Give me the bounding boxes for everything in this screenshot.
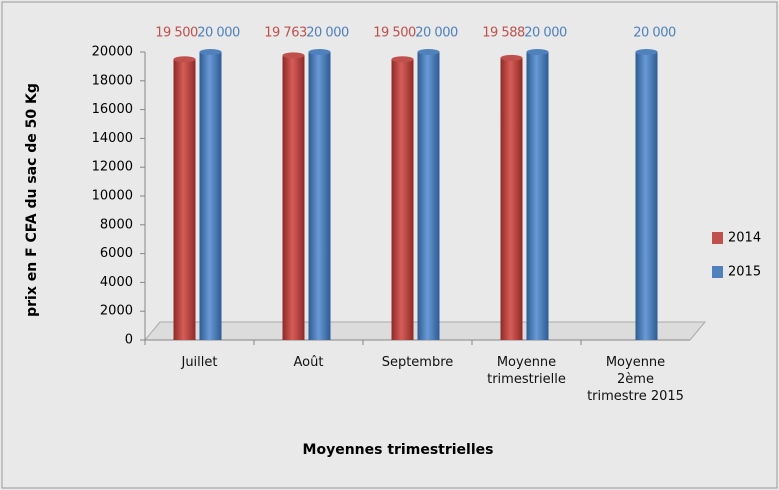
bar-top: [391, 56, 414, 63]
value-label: 20 000: [306, 26, 349, 41]
value-label: 19 588: [482, 26, 525, 41]
bar-top: [417, 49, 440, 55]
bar-top: [635, 49, 658, 55]
y-tick-label: 14000: [92, 131, 133, 146]
y-tick-label: 2000: [100, 304, 133, 319]
value-label: 19 763: [264, 26, 307, 41]
y-tick-label: 20000: [92, 45, 133, 60]
legend-label: 2015: [728, 265, 761, 280]
bar: [282, 55, 305, 340]
bar: [308, 52, 331, 340]
bar-top: [282, 52, 305, 59]
legend-label: 2014: [728, 231, 761, 246]
x-tick-label: Juillet: [181, 355, 218, 370]
value-label: 20 000: [633, 26, 676, 41]
bar: [635, 52, 658, 340]
y-tick-label: 18000: [92, 73, 133, 88]
y-tick-label: 6000: [100, 246, 133, 261]
bar: [526, 52, 549, 340]
bar-top: [173, 56, 196, 63]
y-tick-label: 0: [125, 333, 133, 348]
value-label: 19 500: [155, 26, 198, 41]
y-tick-label: 4000: [100, 275, 133, 290]
x-tick-label: Août: [293, 355, 324, 370]
x-tick-label: Septembre: [381, 355, 454, 370]
bar: [500, 57, 523, 340]
x-axis-title: Moyennes trimestrielles: [303, 442, 494, 458]
x-tick-label: Moyenne 2ème trimestre 2015: [587, 355, 684, 404]
bar: [199, 52, 222, 340]
bar: [417, 52, 440, 340]
value-label: 20 000: [197, 26, 240, 41]
value-label: 19 500: [373, 26, 416, 41]
x-tick-label: Moyenne trimestrielle: [487, 355, 566, 387]
bar-top: [199, 49, 222, 55]
value-label: 20 000: [524, 26, 567, 41]
value-label: 20 000: [415, 26, 458, 41]
legend-swatch: [712, 266, 723, 278]
bar-top: [500, 54, 523, 61]
y-tick-label: 8000: [100, 217, 133, 232]
bar-top: [526, 49, 549, 55]
y-tick-label: 10000: [92, 189, 133, 204]
bar: [173, 59, 196, 340]
legend-swatch: [712, 232, 723, 244]
y-tick-label: 16000: [92, 102, 133, 117]
y-axis-title: prix en F CFA du sac de 50 Kg: [24, 83, 40, 317]
bar: [391, 59, 414, 340]
y-tick-label: 12000: [92, 160, 133, 175]
bar-top: [308, 49, 331, 55]
